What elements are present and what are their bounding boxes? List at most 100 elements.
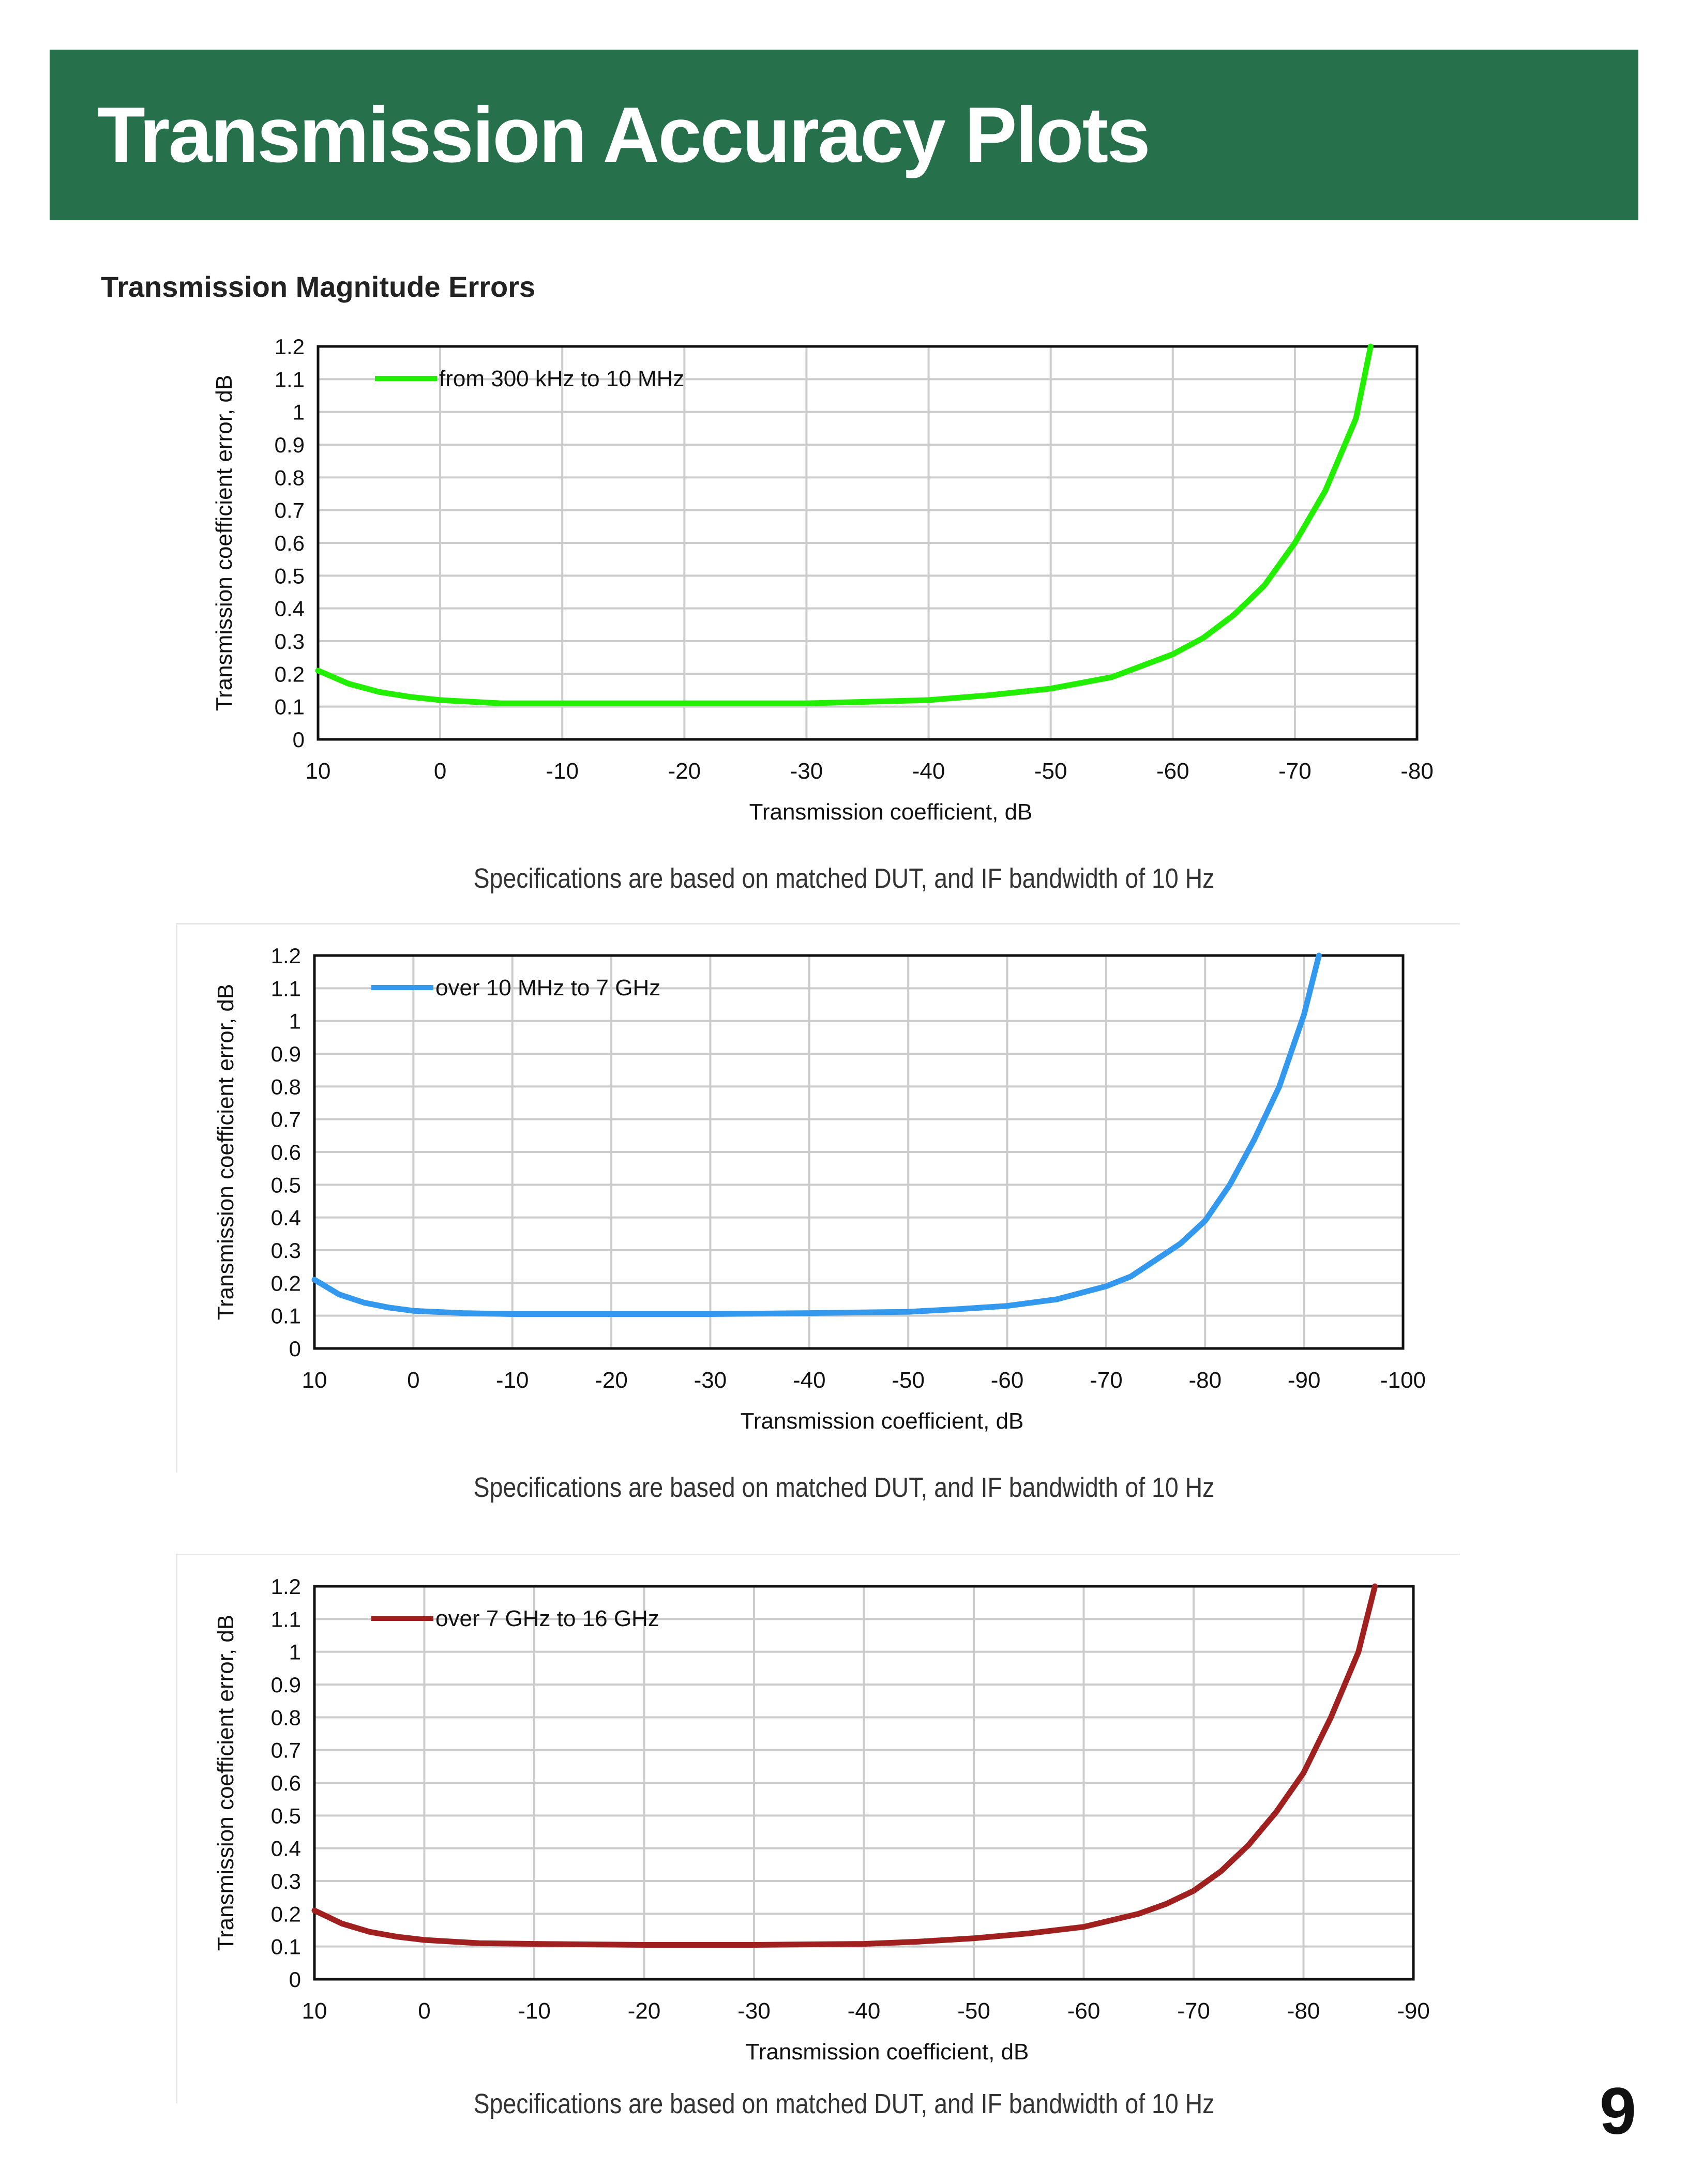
x-tick-label: -60: [1156, 759, 1189, 784]
y-tick-label: 0.9: [275, 433, 305, 457]
y-tick-label: 0.4: [271, 1206, 301, 1230]
y-tick-label: 0.8: [271, 1705, 301, 1730]
chart-2-caption: Specifications are based on matched DUT,…: [473, 1472, 1215, 1503]
x-axis-label: Transmission coefficient, dB: [749, 799, 1033, 825]
series-line: [311, 1583, 1378, 1948]
plot-frame: [313, 1585, 1415, 1981]
y-tick-label: 0.5: [271, 1803, 301, 1828]
x-tick-label: -40: [848, 1998, 881, 2024]
chart-1-caption: Specifications are based on matched DUT,…: [473, 863, 1215, 894]
x-tick-label: 10: [302, 1998, 327, 2024]
y-tick-label: 0.2: [271, 1902, 301, 1926]
chart-2: 00.10.20.30.40.50.60.70.80.911.11.210 0 -1…: [213, 944, 1426, 1434]
y-tick-label: 0.3: [271, 1238, 301, 1263]
x-tick-label: 10: [306, 759, 331, 784]
y-tick-label: 0.6: [271, 1771, 301, 1795]
y-tick-label: 0.8: [271, 1074, 301, 1099]
y-tick-label: 0.6: [275, 531, 305, 555]
y-tick-label: 0.7: [271, 1108, 301, 1132]
y-tick-label: 1.1: [271, 1607, 301, 1631]
series-line: [311, 952, 1322, 1317]
x-axis-label: Transmission coefficient, dB: [746, 2039, 1029, 2065]
y-tick-label: 1.2: [271, 944, 301, 968]
plot-frame: [313, 954, 1405, 1350]
chart-3: 00.10.20.30.40.50.60.70.80.911.11.210 0 -1…: [213, 1574, 1430, 2065]
grid: [313, 1585, 1414, 1980]
section-title: Transmission Magnitude Errors: [101, 270, 536, 303]
x-tick-label: -50: [957, 1998, 990, 2024]
chart-3-caption: Specifications are based on matched DUT,…: [473, 2088, 1215, 2119]
y-tick-label: 1.1: [275, 367, 305, 391]
x-tick-label: 10: [302, 1368, 327, 1393]
y-tick-label: 1.1: [271, 976, 301, 1000]
x-axis-label: Transmission coefficient, dB: [741, 1408, 1024, 1434]
x-tick-label: -10: [546, 759, 579, 784]
y-tick-label: 0.1: [275, 695, 305, 719]
page-number: 9: [1599, 2074, 1636, 2148]
y-tick-label: 0.1: [271, 1304, 301, 1328]
y-tick-label: 1: [289, 1640, 301, 1664]
y-tick-label: 0: [289, 1337, 301, 1361]
x-tick-label: -100: [1380, 1368, 1426, 1393]
y-tick-label: 0.7: [275, 498, 305, 523]
x-tick-label: -80: [1400, 759, 1434, 784]
y-tick-label: 0.2: [271, 1271, 301, 1295]
y-axis-label: Transmission coefficient error, dB: [212, 375, 237, 711]
legend-label: over 10 MHz to 7 GHz: [435, 975, 660, 1000]
x-tick-label: -30: [790, 759, 823, 784]
x-tick-label: -20: [595, 1368, 628, 1393]
x-tick-label: -20: [628, 1998, 661, 2024]
y-tick-label: 0.4: [271, 1837, 301, 1861]
x-tick-label: -60: [991, 1368, 1024, 1393]
x-tick-label: -50: [1034, 759, 1067, 784]
x-tick-label: -90: [1397, 1998, 1430, 2024]
y-tick-label: 0.8: [275, 465, 305, 490]
y-tick-label: 1.2: [275, 335, 305, 359]
series-line: [315, 343, 1374, 706]
y-tick-label: 0: [289, 1967, 301, 1992]
chart-panel-2: 0 0.1 0.2 0.3 0.4 0.5 0.6 0.7 0.8 0.9 1 1.1 1.2 10 0 -1…: [176, 923, 1460, 1473]
y-tick-label: 0.9: [271, 1042, 301, 1066]
x-tick-label: -30: [694, 1368, 727, 1393]
y-tick-label: 0.1: [271, 1935, 301, 1959]
y-tick-label: 0.9: [271, 1673, 301, 1697]
grid: [313, 954, 1404, 1349]
x-tick-label: -70: [1177, 1998, 1210, 2024]
y-tick-label: 0.2: [275, 662, 305, 686]
y-tick-label: 1: [293, 400, 305, 424]
x-tick-label: -70: [1090, 1368, 1123, 1393]
title-banner: Transmission Accuracy Plots: [50, 50, 1638, 220]
y-tick-label: 0.3: [275, 629, 305, 654]
x-tick-label: -80: [1287, 1998, 1320, 2024]
y-tick-label: 0: [293, 727, 305, 752]
grid: [317, 345, 1418, 740]
plot-frame: [317, 345, 1419, 741]
legend-label: over 7 GHz to 16 GHz: [435, 1606, 659, 1631]
x-tick-label: -70: [1278, 759, 1312, 784]
y-tick-label: 1.2: [271, 1574, 301, 1599]
x-tick-label: -90: [1288, 1368, 1321, 1393]
x-tick-label: -50: [892, 1368, 925, 1393]
x-tick-label: -80: [1188, 1368, 1222, 1393]
y-tick-label: 0.3: [271, 1869, 301, 1893]
y-tick-label: 0.4: [275, 597, 305, 621]
legend-label: from 300 kHz to 10 MHz: [439, 366, 684, 391]
chart-panel-1: 0 0.1 0.2 0.3 0.4 0.5 0.6 0.7 0.8 0.9 1 1.1 1.2 10 0 -1…: [176, 326, 1458, 843]
page-title: Transmission Accuracy Plots: [97, 91, 1151, 179]
y-tick-label: 0.5: [271, 1173, 301, 1197]
x-tick-label: -30: [737, 1998, 771, 2024]
x-tick-label: -60: [1067, 1998, 1101, 2024]
x-tick-label: 0: [434, 759, 446, 784]
chart-1: 00.10.20.30.40.50.60.70.80.911.11.210 0 -1…: [212, 335, 1434, 825]
y-tick-label: 0.5: [275, 564, 305, 588]
x-tick-label: -20: [668, 759, 701, 784]
y-tick-label: 0.7: [271, 1738, 301, 1763]
y-axis-label: Transmission coefficient error, dB: [213, 1615, 238, 1951]
x-tick-label: -10: [496, 1368, 529, 1393]
x-tick-label: -40: [793, 1368, 826, 1393]
x-tick-label: 0: [418, 1998, 430, 2024]
y-axis-label: Transmission coefficient error, dB: [213, 984, 238, 1320]
x-tick-label: -10: [518, 1998, 551, 2024]
x-tick-label: -40: [912, 759, 945, 784]
chart-panel-3: 0 0.1 0.2 0.3 0.4 0.5 0.6 0.7 0.8 0.9 1 1.1 1.2 10 0 -1…: [176, 1554, 1460, 2103]
